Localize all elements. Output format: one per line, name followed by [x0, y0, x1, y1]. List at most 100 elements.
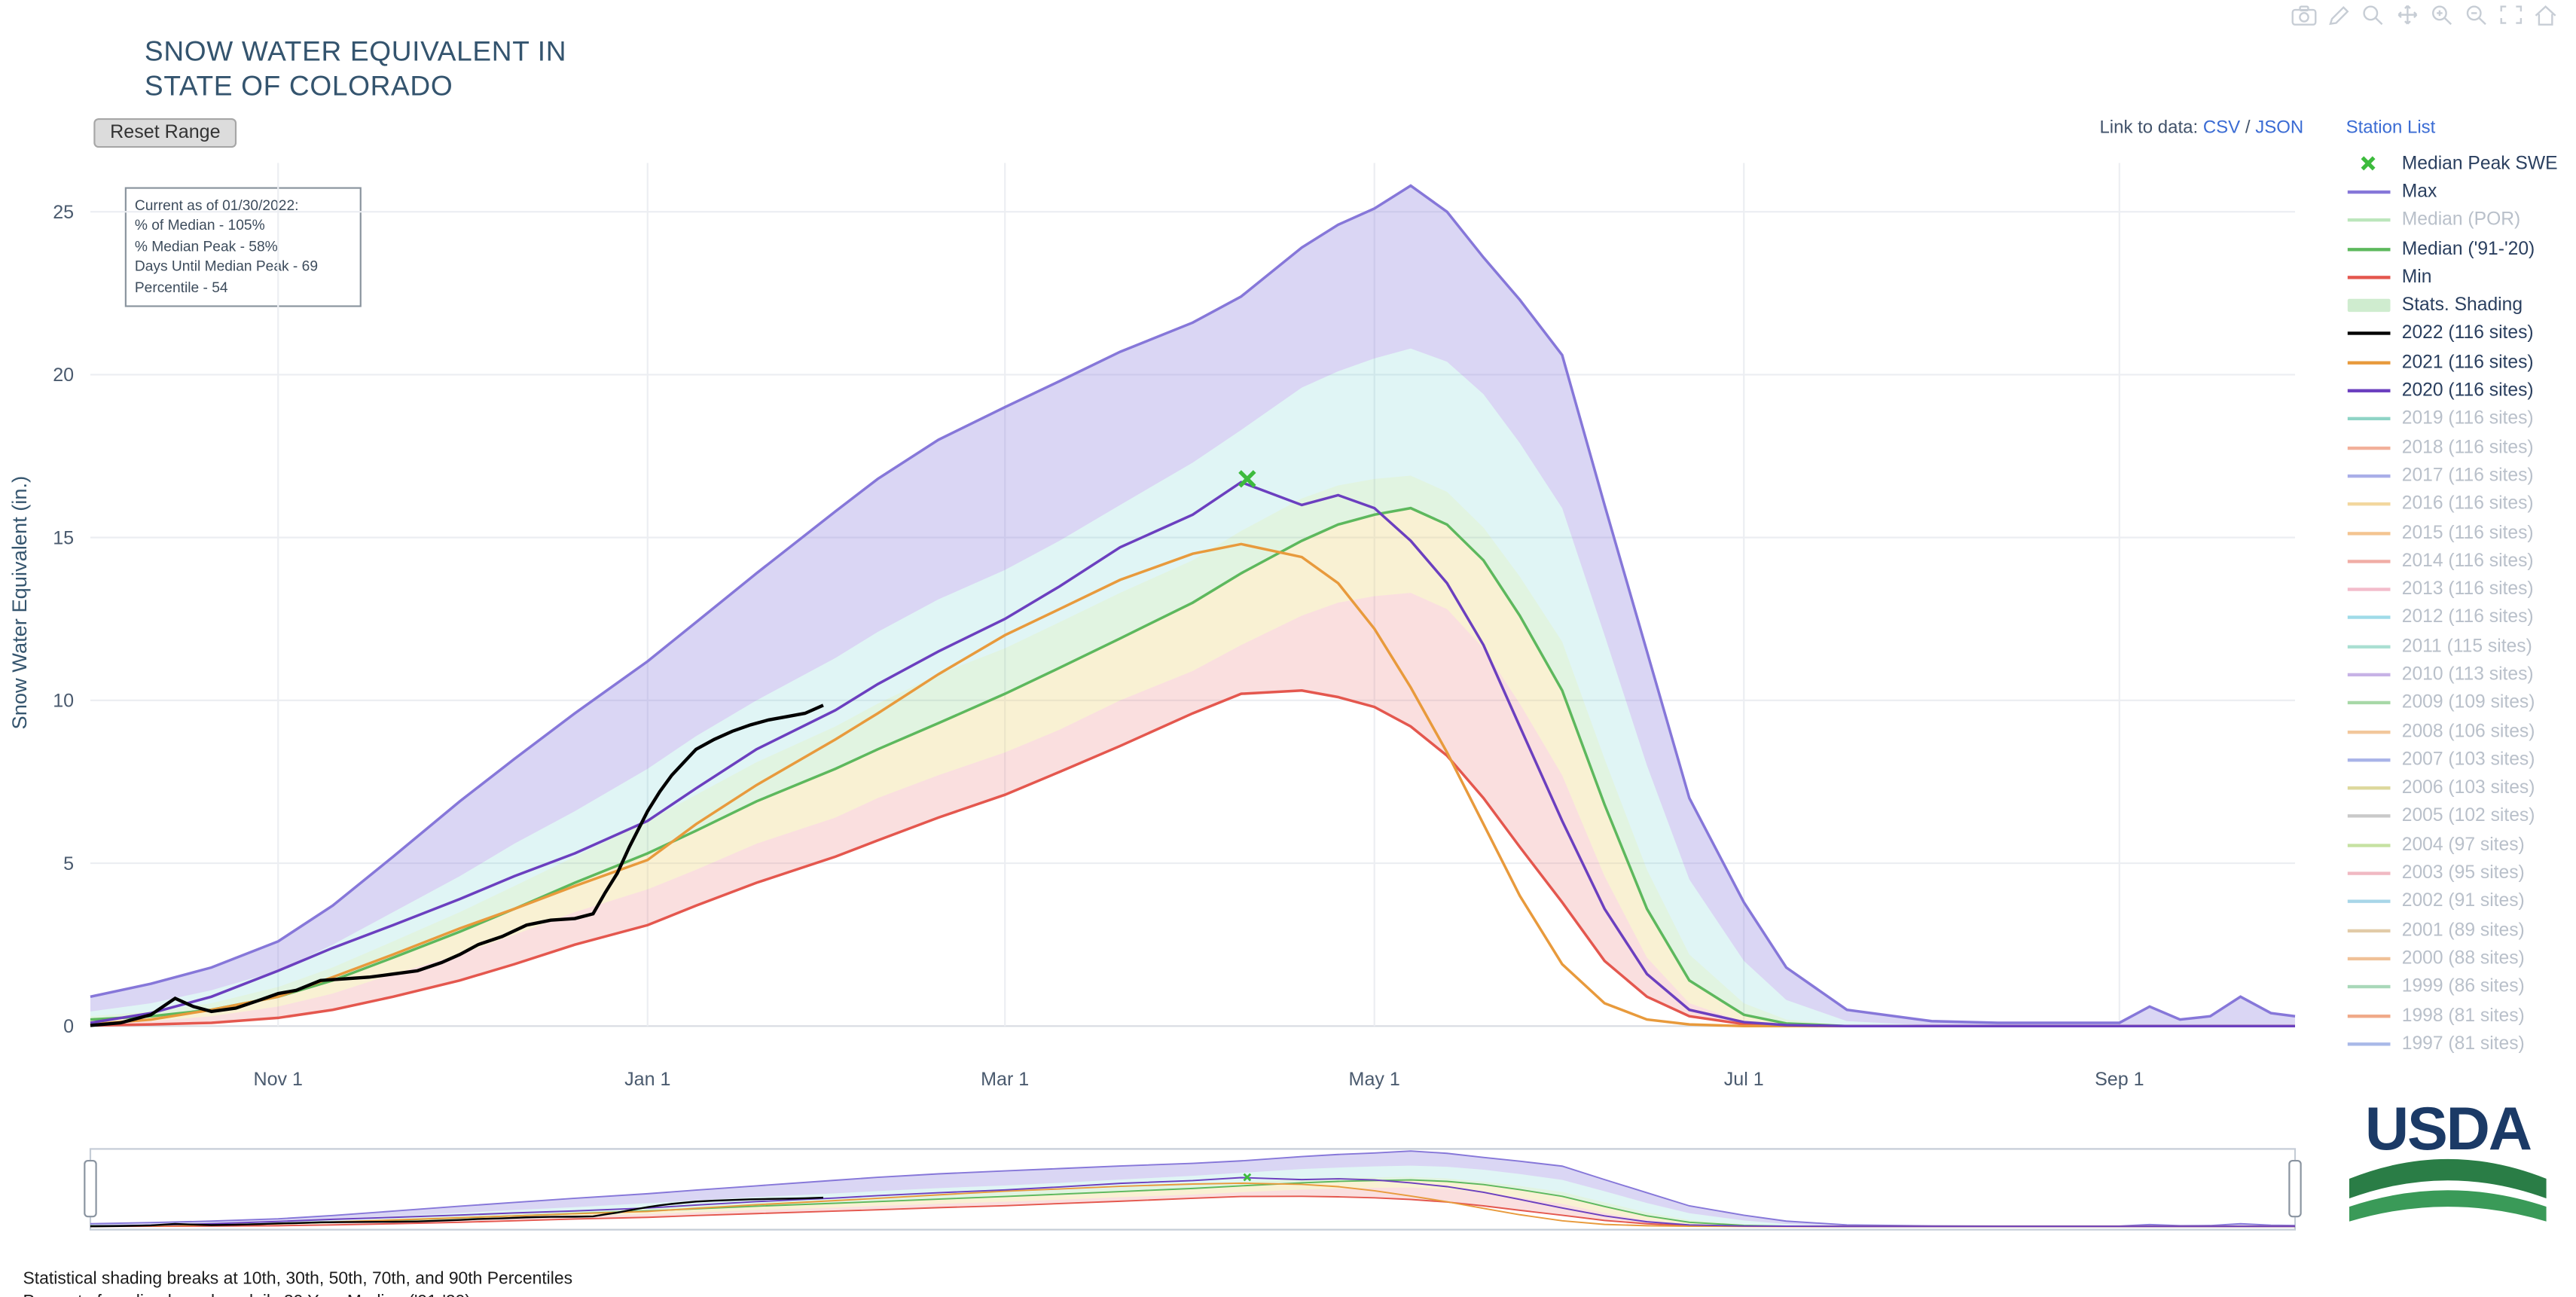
range-slider-handle-right[interactable] [2288, 1159, 2302, 1218]
legend-swatch [2346, 298, 2391, 313]
legend-swatch [2346, 701, 2391, 705]
y-tick-label: 25 [53, 202, 74, 223]
tooltip-days-until-peak: Days Until Median Peak - 69 [134, 258, 319, 275]
legend-swatch [2346, 587, 2391, 591]
zoom-out-icon[interactable] [2462, 3, 2490, 28]
zoom-in-icon[interactable] [2428, 3, 2456, 28]
legend-item-max[interactable]: Max [2346, 178, 2576, 206]
legend-label: Max [2401, 182, 2437, 202]
autoscale-icon[interactable] [2497, 3, 2525, 28]
x-tick-label: May 1 [1349, 1069, 1400, 1090]
usda-logo: USDA [2349, 1094, 2547, 1240]
legend-label: 2010 (113 sites) [2401, 664, 2534, 685]
legend-item-2020-116-sites[interactable]: 2020 (116 sites) [2346, 377, 2576, 405]
title-line1: SNOW WATER EQUIVALENT IN [144, 35, 567, 68]
legend-item-2005-102-sites[interactable]: 2005 (102 sites) [2346, 802, 2576, 831]
legend-item-median-peak-swe[interactable]: Median Peak SWE [2346, 149, 2576, 178]
legend-swatch [2346, 559, 2391, 563]
legend: Median Peak SWE Max Median (POR) Median ('9… [2346, 149, 2576, 1057]
pan-icon[interactable] [2394, 3, 2422, 28]
legend-label: 1997 (81 sites) [2401, 1033, 2525, 1054]
magnifier-icon[interactable] [2359, 3, 2387, 28]
legend-swatch [2346, 815, 2391, 819]
band-p30-p50 [90, 1180, 2295, 1227]
reset-range-button[interactable]: Reset Range [93, 117, 237, 148]
legend-item-min[interactable]: Min [2346, 263, 2576, 291]
line-2020 [90, 1176, 2295, 1228]
legend-swatch [2346, 900, 2391, 904]
legend-label: 2007 (103 sites) [2401, 749, 2535, 771]
legend-swatch [2346, 474, 2391, 478]
legend-swatch [2346, 786, 2391, 790]
legend-item-2006-103-sites[interactable]: 2006 (103 sites) [2346, 774, 2576, 803]
range-slider[interactable] [0, 1144, 2333, 1239]
legend-label: 2003 (95 sites) [2401, 863, 2525, 883]
legend-label: Min [2401, 267, 2432, 288]
csv-link[interactable]: CSV [2202, 117, 2241, 139]
legend-label: Median (POR) [2401, 210, 2521, 230]
legend-item-2004-97-sites[interactable]: 2004 (97 sites) [2346, 831, 2576, 859]
median-peak-swe-marker [1238, 470, 1256, 488]
legend-item-2012-116-sites[interactable]: 2012 (116 sites) [2346, 604, 2576, 633]
legend-item-1997-81-sites[interactable]: 1997 (81 sites) [2346, 1030, 2576, 1058]
edit-icon[interactable] [2324, 3, 2352, 28]
legend-item-2018-116-sites[interactable]: 2018 (116 sites) [2346, 433, 2576, 462]
legend-swatch [2346, 218, 2391, 222]
json-link[interactable]: JSON [2255, 117, 2304, 139]
band-p90-max [90, 1151, 2295, 1227]
legend-item-1998-81-sites[interactable]: 1998 (81 sites) [2346, 1001, 2576, 1030]
home-icon[interactable] [2532, 3, 2559, 28]
legend-label: 2019 (116 sites) [2401, 409, 2534, 429]
legend-swatch [2346, 531, 2391, 535]
x-tick-label: Jan 1 [624, 1069, 670, 1090]
legend-item-2016-116-sites[interactable]: 2016 (116 sites) [2346, 490, 2576, 519]
legend-item-2017-116-sites[interactable]: 2017 (116 sites) [2346, 462, 2576, 490]
legend-swatch [2346, 1014, 2391, 1018]
legend-label: 2016 (116 sites) [2401, 494, 2534, 514]
usda-swoosh-dark [2349, 1158, 2547, 1199]
legend-item-2008-106-sites[interactable]: 2008 (106 sites) [2346, 717, 2576, 746]
legend-swatch [2346, 871, 2391, 875]
legend-item-2011-115-sites[interactable]: 2011 (115 sites) [2346, 632, 2576, 661]
current-status-tooltip: Current as of 01/30/2022: % of Median - … [124, 187, 362, 308]
legend-item-2009-109-sites[interactable]: 2009 (109 sites) [2346, 689, 2576, 718]
band-min-p30 [90, 1187, 2295, 1227]
legend-label: 2011 (115 sites) [2401, 636, 2532, 657]
line-2020 [90, 481, 2295, 1028]
legend-label: Stats. Shading [2401, 295, 2523, 316]
band-p30-p50 [90, 508, 2295, 1027]
legend-swatch [2346, 446, 2391, 450]
legend-item-median-por[interactable]: Median (POR) [2346, 206, 2576, 235]
legend-label: 2009 (109 sites) [2401, 693, 2535, 713]
legend-item-2000-88-sites[interactable]: 2000 (88 sites) [2346, 945, 2576, 973]
legend-item-median-91-20[interactable]: Median ('91-'20) [2346, 234, 2576, 263]
legend-item-stats-shading[interactable]: Stats. Shading [2346, 291, 2576, 320]
legend-item-2001-89-sites[interactable]: 2001 (89 sites) [2346, 916, 2576, 945]
legend-label: 2018 (116 sites) [2401, 438, 2534, 458]
main-chart[interactable]: Nov 1 Jan 1 Mar 1 May 1 Jul 1 Sep 1 0 5 10 15 20 25… [0, 139, 2333, 1105]
camera-icon[interactable] [2290, 3, 2318, 28]
legend-item-2003-95-sites[interactable]: 2003 (95 sites) [2346, 859, 2576, 888]
usda-text: USDA [2365, 1095, 2532, 1163]
link-separator: / [2245, 117, 2251, 139]
legend-item-2014-116-sites[interactable]: 2014 (116 sites) [2346, 547, 2576, 575]
legend-item-2021-116-sites[interactable]: 2021 (116 sites) [2346, 348, 2576, 377]
legend-item-2007-103-sites[interactable]: 2007 (103 sites) [2346, 746, 2576, 774]
station-list-link[interactable]: Station List [2346, 117, 2436, 139]
x-tick-label: Sep 1 [2095, 1069, 2144, 1090]
legend-swatch [2346, 275, 2391, 279]
legend-label: 2005 (102 sites) [2401, 807, 2535, 827]
legend-swatch [2346, 730, 2391, 734]
legend-item-1999-86-sites[interactable]: 1999 (86 sites) [2346, 973, 2576, 1002]
legend-item-2002-91-sites[interactable]: 2002 (91 sites) [2346, 888, 2576, 917]
band-min-p30 [90, 593, 2295, 1027]
legend-label: 2014 (116 sites) [2401, 551, 2534, 572]
legend-swatch [2346, 758, 2391, 762]
legend-item-2022-116-sites[interactable]: 2022 (116 sites) [2346, 320, 2576, 349]
legend-item-2019-116-sites[interactable]: 2019 (116 sites) [2346, 405, 2576, 434]
legend-item-2013-116-sites[interactable]: 2013 (116 sites) [2346, 575, 2576, 604]
range-slider-handle-left[interactable] [84, 1159, 97, 1218]
legend-item-2010-113-sites[interactable]: 2010 (113 sites) [2346, 661, 2576, 689]
legend-item-2015-116-sites[interactable]: 2015 (116 sites) [2346, 518, 2576, 547]
